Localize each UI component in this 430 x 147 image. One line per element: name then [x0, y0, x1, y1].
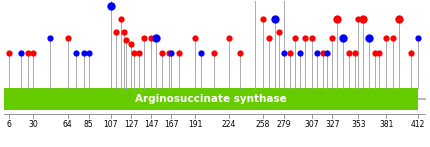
Point [259, 18, 266, 20]
Text: 6: 6 [7, 121, 12, 130]
Point [192, 37, 199, 39]
Point [166, 52, 173, 54]
Point [135, 52, 142, 54]
Point [389, 37, 396, 39]
Point [366, 37, 373, 39]
Point [340, 37, 347, 39]
Point [280, 52, 287, 54]
Point [346, 52, 353, 54]
Point [80, 52, 87, 54]
Text: 412: 412 [411, 121, 425, 130]
Text: Arginosuccinate synthase: Arginosuccinate synthase [135, 94, 287, 104]
Text: 191: 191 [188, 121, 203, 130]
Point [352, 52, 359, 54]
Point [376, 52, 383, 54]
Point [276, 30, 283, 33]
Point [30, 52, 37, 54]
Point [265, 37, 272, 39]
Point [360, 18, 367, 20]
Text: 381: 381 [379, 121, 393, 130]
Point [147, 37, 154, 39]
Point [131, 52, 138, 54]
Point [141, 37, 147, 39]
Point [46, 37, 53, 39]
Point [72, 52, 79, 54]
Point [395, 18, 402, 20]
Text: 258: 258 [255, 121, 270, 130]
Point [113, 30, 120, 33]
Point [313, 52, 320, 54]
Point [414, 37, 421, 39]
Text: 224: 224 [221, 121, 236, 130]
Point [383, 37, 390, 39]
Text: 147: 147 [144, 121, 158, 130]
Point [64, 37, 71, 39]
Point [176, 52, 183, 54]
Point [117, 18, 124, 20]
Point [324, 52, 331, 54]
Text: 167: 167 [164, 121, 178, 130]
Point [198, 52, 205, 54]
Point [372, 52, 379, 54]
Point [329, 37, 335, 39]
Text: 127: 127 [124, 121, 138, 130]
Bar [4, 88, 418, 110]
Point [334, 18, 341, 20]
Point [25, 52, 32, 54]
Point [85, 52, 92, 54]
Text: 353: 353 [351, 121, 366, 130]
Point [108, 5, 114, 8]
Point [292, 37, 298, 39]
Point [286, 52, 293, 54]
Point [309, 37, 316, 39]
Point [355, 18, 362, 20]
Point [297, 52, 304, 54]
Point [6, 52, 13, 54]
Text: 279: 279 [276, 121, 291, 130]
Point [168, 52, 175, 54]
Text: 307: 307 [305, 121, 319, 130]
Point [319, 52, 326, 54]
Point [271, 18, 278, 20]
Point [301, 37, 308, 39]
Text: 64: 64 [63, 121, 73, 130]
Point [120, 30, 127, 33]
Text: 30: 30 [28, 121, 38, 130]
Point [236, 52, 243, 54]
Point [153, 37, 160, 39]
Point [128, 43, 135, 45]
Point [18, 52, 25, 54]
Text: 107: 107 [104, 121, 118, 130]
Text: 327: 327 [325, 121, 339, 130]
Point [407, 52, 414, 54]
Point [225, 37, 232, 39]
Text: 85: 85 [84, 121, 94, 130]
Point [159, 52, 166, 54]
Point [123, 39, 129, 41]
Point [211, 52, 218, 54]
